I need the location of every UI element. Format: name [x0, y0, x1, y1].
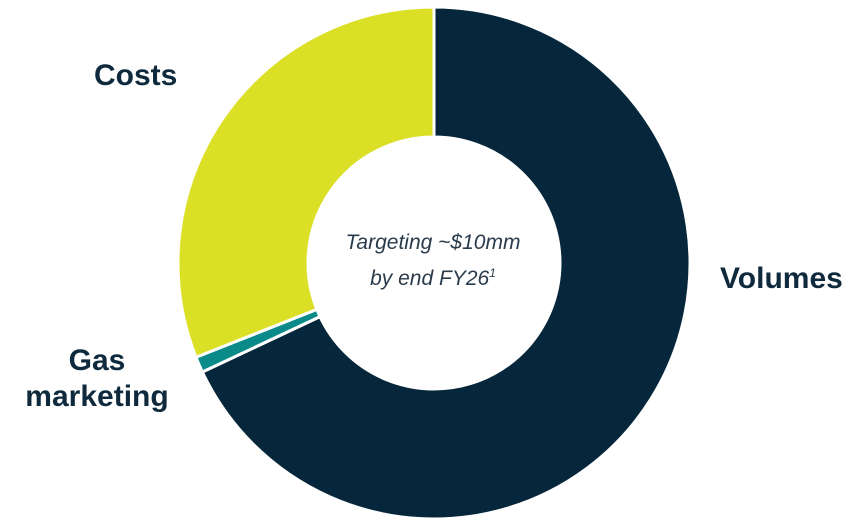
center-note-line1: Targeting ~$10mm	[345, 231, 521, 254]
slice-volumes	[200, 5, 692, 519]
slice-label-volumes: Volumes	[720, 262, 843, 295]
center-note-line2: by end FY26	[370, 267, 490, 290]
slice-label-gas-marketing: Gas marketing	[25, 344, 169, 413]
footnote-marker: 1	[489, 266, 496, 280]
slice-label-costs: Costs	[94, 59, 178, 92]
slice-costs	[176, 5, 436, 360]
center-note: Targeting ~$10mm by end FY261	[313, 228, 553, 294]
